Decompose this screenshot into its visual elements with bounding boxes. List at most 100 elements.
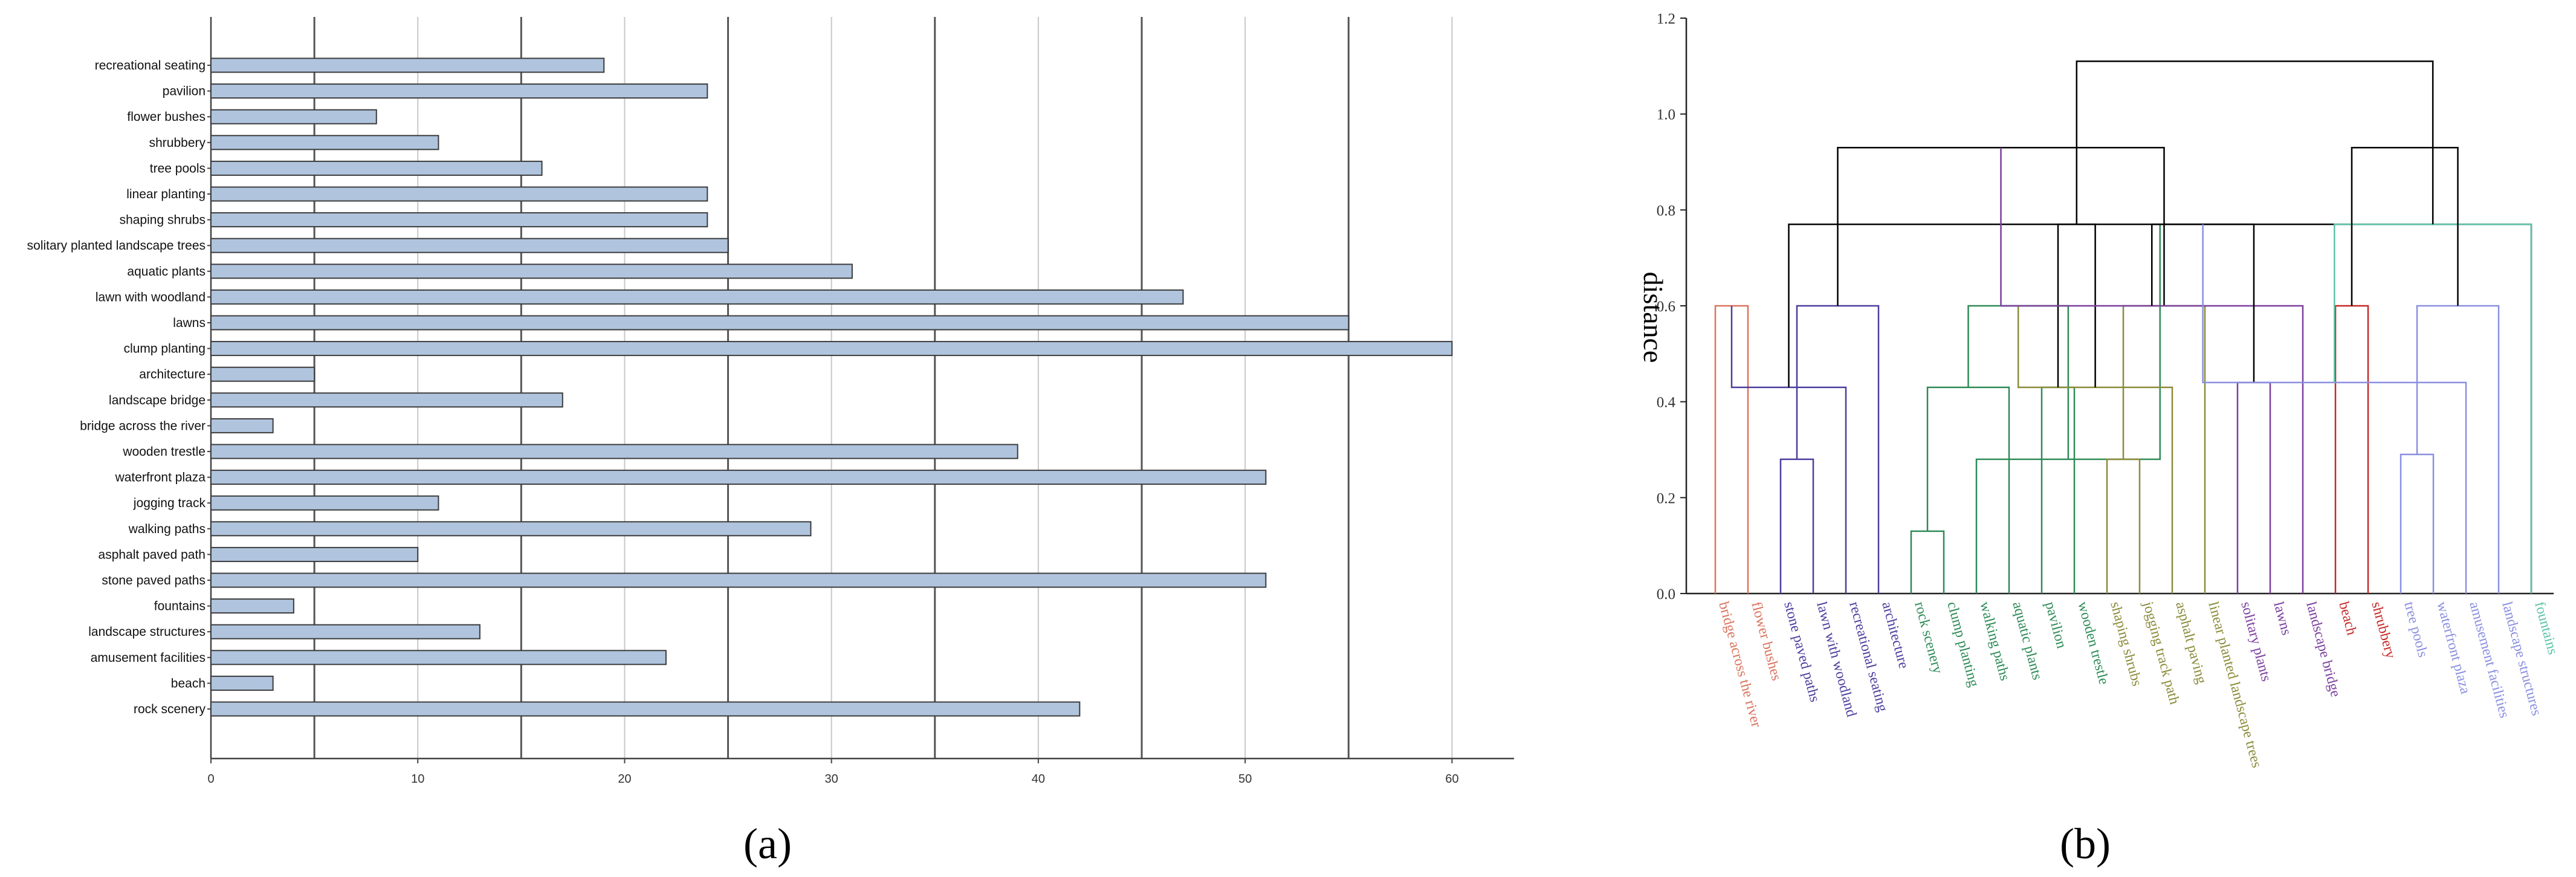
bar-x-tick-label: 60 [1445, 772, 1458, 786]
dendrogram-y-tick-label: 0.0 [1657, 586, 1675, 603]
dendrogram-leaf-label: waterfront plaza [2433, 600, 2473, 696]
dendrogram-link [2017, 306, 2173, 594]
bar-category-label: walking paths [128, 522, 205, 536]
dendrogram-y-tick-label: 0.2 [1657, 490, 1675, 506]
bar-category-label: lawn with woodland [95, 290, 205, 304]
bar [210, 572, 1267, 588]
dendrogram-leaf-label: shaping shrubs [2107, 600, 2144, 688]
bar-category-label: fountains [154, 600, 205, 613]
dendrogram-y-tick-label: 1.0 [1657, 107, 1675, 123]
bar-x-tick-label: 30 [825, 772, 838, 786]
dendrogram-leaf-label: solitary plants [2238, 600, 2274, 683]
bar-y-labels: recreational seating pavilion flower bushe… [27, 59, 206, 716]
bar-category-label: amusement facilities [91, 651, 205, 665]
dendrogram-leaf-label: rock scenery [1911, 600, 1946, 676]
bar [210, 57, 605, 73]
bar [210, 264, 853, 279]
bar-category-label: wooden trestle [122, 445, 205, 459]
dendrogram-leaf-label: fountains [2531, 600, 2560, 656]
dendrogram-leaf-label: landscape bridge [2303, 600, 2343, 699]
dendrogram-link [2076, 60, 2434, 225]
dendrogram-link [1910, 530, 1945, 594]
bar-category-label: pavilion [163, 85, 205, 99]
dendrogram-link [2400, 453, 2435, 594]
dendrogram-link [2122, 305, 2206, 594]
bar-category-label: tree pools [150, 161, 205, 175]
bar-x-tick-label: 10 [411, 772, 424, 786]
bar-category-label: solitary planted landscape trees [27, 239, 205, 253]
dendrogram-links [1714, 60, 2532, 594]
dendrogram-leaf-label: shrubbery [2368, 600, 2398, 660]
dendrogram-link [2416, 305, 2500, 594]
bar [210, 109, 377, 125]
bar [210, 83, 708, 99]
dendrogram-y-axis-label: distance [1638, 272, 1669, 363]
dendrogram-leaf-label: stone paved paths [1781, 600, 1822, 704]
bar [210, 392, 563, 408]
bar-x-tick-label: 0 [207, 772, 214, 786]
bar-category-label: stone paved paths [102, 574, 205, 587]
bar [210, 701, 1081, 717]
dendrogram-leaf-label: pavilion [2042, 600, 2069, 650]
bar [210, 495, 439, 511]
bar [210, 341, 1453, 357]
bar-category-label: rock scenery [134, 702, 206, 716]
bar-category-label: lawns [173, 316, 205, 330]
dendrogram-leaf-label: clump planting [1944, 600, 1982, 688]
bar [210, 289, 1184, 305]
bar [210, 366, 316, 382]
dendrogram-link [1730, 306, 1847, 594]
dendrogram-link [2151, 223, 2255, 383]
bar-category-label: bridge across the river [80, 419, 205, 433]
dendrogram-link [1975, 224, 2161, 594]
dendrogram-y-tick-label: 1.2 [1657, 11, 1675, 27]
bar [210, 470, 1267, 485]
bar-x-tick-label: 50 [1238, 772, 1252, 786]
bar [210, 624, 481, 639]
dendrogram-leaf-label: lawns [2270, 600, 2294, 637]
dendrogram-leaf-label: wooden trestle [2074, 600, 2112, 687]
bar-axes [207, 17, 1514, 760]
panel-label-b: (b) [2060, 820, 2111, 868]
bar-marks [210, 57, 1453, 717]
bar-category-label: linear planting [126, 187, 205, 201]
dendrogram-y-tick-label: 0.8 [1657, 202, 1675, 219]
bar-x-ticks: 0 10 20 30 40 50 60 [207, 759, 1458, 786]
bar-category-label: shrubbery [149, 136, 206, 150]
bar [210, 238, 729, 253]
dendrogram-axes: 0.0 0.2 0.4 0.6 0.8 1.0 1.2 [1657, 11, 2554, 603]
bar [210, 186, 708, 202]
bar [210, 212, 708, 228]
dendrogram-leaf-label: aquatic plants [2009, 600, 2045, 682]
dendrogram-leaf-label: beach [2335, 600, 2360, 637]
bar [210, 521, 812, 537]
dendrogram-leaf-label: tree pools [2401, 600, 2430, 659]
dendrogram-panel: 0.0 0.2 0.4 0.6 0.8 1.0 1.2 bridge across the … [1657, 11, 2561, 769]
dendrogram-link [2351, 146, 2459, 306]
bar [210, 598, 294, 614]
bar-category-label: flower bushes [127, 110, 205, 124]
bar-category-label: aquatic plants [127, 265, 205, 279]
bar [210, 650, 667, 665]
bar-category-label: landscape structures [88, 625, 205, 639]
bar-category-label: architecture [139, 367, 205, 381]
dendrogram-link [2000, 147, 2304, 594]
bar-category-label: clump planting [124, 342, 205, 356]
dendrogram-leaf-label: asphalt paving [2172, 600, 2209, 685]
bar-category-label: waterfront plaza [115, 471, 206, 485]
bar [210, 160, 543, 176]
bar-category-label: asphalt paved path [99, 548, 205, 561]
bar-category-label: recreational seating [95, 59, 205, 73]
bar-x-tick-label: 20 [618, 772, 631, 786]
dendrogram-link [1796, 305, 1880, 594]
dendrogram-link [2040, 386, 2076, 594]
dendrogram-leaf-label: flower bushes [1748, 600, 1784, 682]
bar [210, 418, 274, 433]
bar [210, 315, 1350, 331]
panel-label-a: (a) [743, 820, 792, 868]
dendrogram-link [1779, 458, 1814, 594]
bar [210, 675, 274, 691]
dendrogram-link [2106, 458, 2141, 594]
